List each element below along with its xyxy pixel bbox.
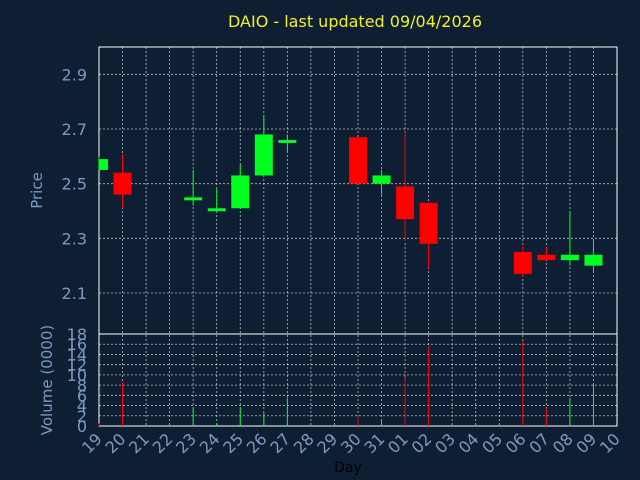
price-tick-label: 2.3 [62,229,87,248]
chart-title: DAIO - last updated 09/04/2026 [227,12,483,31]
volume-axis-label: Volume (0000) [38,325,56,435]
price-panel-frame [98,46,618,335]
x-tick-label: 10 [596,429,624,457]
candle-body [278,139,297,143]
volume-tick-label: 2 [77,407,87,426]
x-axis-label: Day [334,460,362,476]
candle-body [254,134,273,176]
candle-body [184,197,203,201]
volume-tick-label: 18 [67,325,87,344]
price-tick-label: 2.9 [62,65,87,84]
price-tick-label: 2.5 [62,175,87,194]
candle-body [396,186,415,220]
candle-body [584,254,603,266]
volume-tick-label: 6 [77,386,87,405]
candle-body [99,159,108,170]
candle-body [349,137,367,184]
volume-tick-label: 10 [67,366,87,385]
volume-tick-label: 8 [77,376,87,395]
volume-tick-label: 14 [67,345,87,364]
candle-body [372,175,391,184]
volume-tick-label: 4 [77,397,87,416]
volume-tick-label: 0 [77,417,87,436]
candle-body [513,252,532,274]
candle-body [419,202,438,244]
price-axis-label: Price [28,172,46,209]
candle-body [231,175,250,209]
candle-body [207,208,226,212]
candle-body [537,254,556,261]
volume-tick-label: 16 [67,335,87,354]
price-tick-label: 2.1 [62,284,87,303]
price-tick-label: 2.7 [62,120,87,139]
volume-tick-label: 12 [67,356,87,375]
candle-body [560,254,579,261]
candle-body [113,172,132,195]
